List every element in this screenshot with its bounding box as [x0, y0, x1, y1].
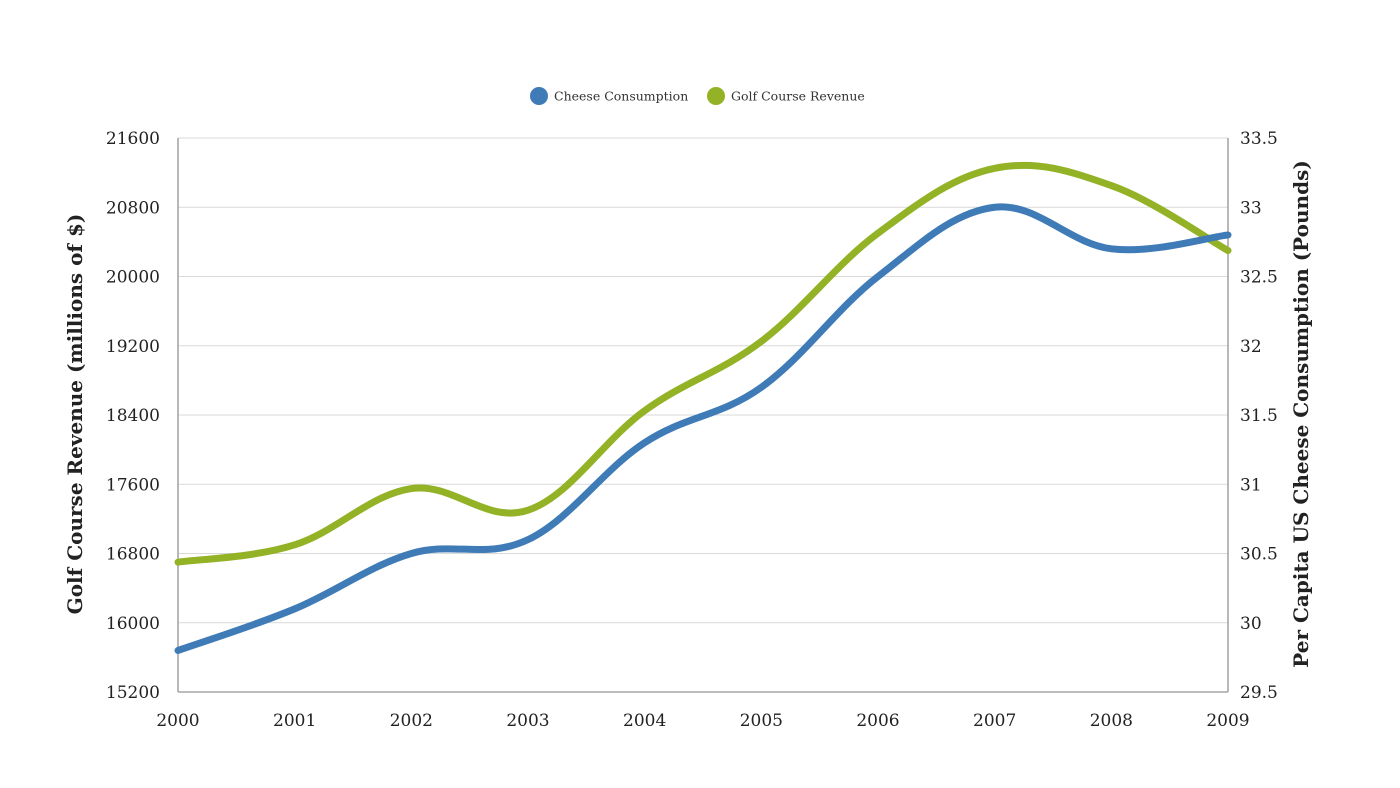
- y-right-tick-label: 31: [1240, 475, 1262, 495]
- x-tick-label: 2003: [506, 711, 549, 731]
- y-left-tick-label: 21600: [106, 129, 160, 149]
- x-tick-label: 2009: [1206, 711, 1249, 731]
- y-left-tick-label: 18400: [106, 406, 160, 426]
- y-right-tick-label: 32.5: [1240, 268, 1278, 288]
- x-tick-label: 2008: [1090, 711, 1133, 731]
- x-tick-label: 2002: [390, 711, 433, 731]
- y-left-tick-label: 19200: [106, 337, 160, 357]
- legend-marker: [707, 87, 725, 105]
- y-right-tick-label: 33: [1240, 198, 1262, 218]
- y-right-tick-label: 33.5: [1240, 129, 1278, 149]
- y-left-tick-label: 20000: [106, 268, 160, 288]
- series-line-cheese-consumption: [174, 203, 1232, 654]
- x-tick-label: 2001: [273, 711, 316, 731]
- axes: [177, 138, 1229, 693]
- y-left-tick-label: 16000: [106, 614, 160, 634]
- legend-label: Golf Course Revenue: [731, 89, 865, 104]
- y-left-tick-label: 15200: [106, 683, 160, 703]
- x-tick-label: 2000: [156, 711, 199, 731]
- legend-label: Cheese Consumption: [554, 89, 688, 104]
- y-axis-right-title: Per Capita US Cheese Consumption (Pounds…: [1289, 160, 1313, 668]
- tick-labels: 15200 16000 16800 17600 18400 19200 20000 20800…: [106, 129, 1278, 731]
- y-right-tick-label: 30.5: [1240, 545, 1278, 565]
- x-tick-label: 2007: [973, 711, 1016, 731]
- series-lines: [174, 161, 1232, 654]
- series-line-golf-course-revenue: [174, 161, 1232, 566]
- x-tick-label: 2005: [740, 711, 783, 731]
- y-axis-left-title: Golf Course Revenue (millions of $): [63, 214, 87, 615]
- y-left-tick-label: 20800: [106, 198, 160, 218]
- legend: Cheese Consumption Golf Course Revenue: [530, 87, 865, 105]
- y-right-tick-label: 32: [1240, 337, 1262, 357]
- x-tick-label: 2004: [623, 711, 666, 731]
- legend-marker: [530, 87, 548, 105]
- y-right-tick-label: 31.5: [1240, 406, 1278, 426]
- x-tick-label: 2006: [856, 711, 899, 731]
- y-right-tick-label: 29.5: [1240, 683, 1278, 703]
- y-right-tick-label: 30: [1240, 614, 1262, 634]
- y-left-tick-label: 16800: [106, 545, 160, 565]
- y-left-tick-label: 17600: [106, 475, 160, 495]
